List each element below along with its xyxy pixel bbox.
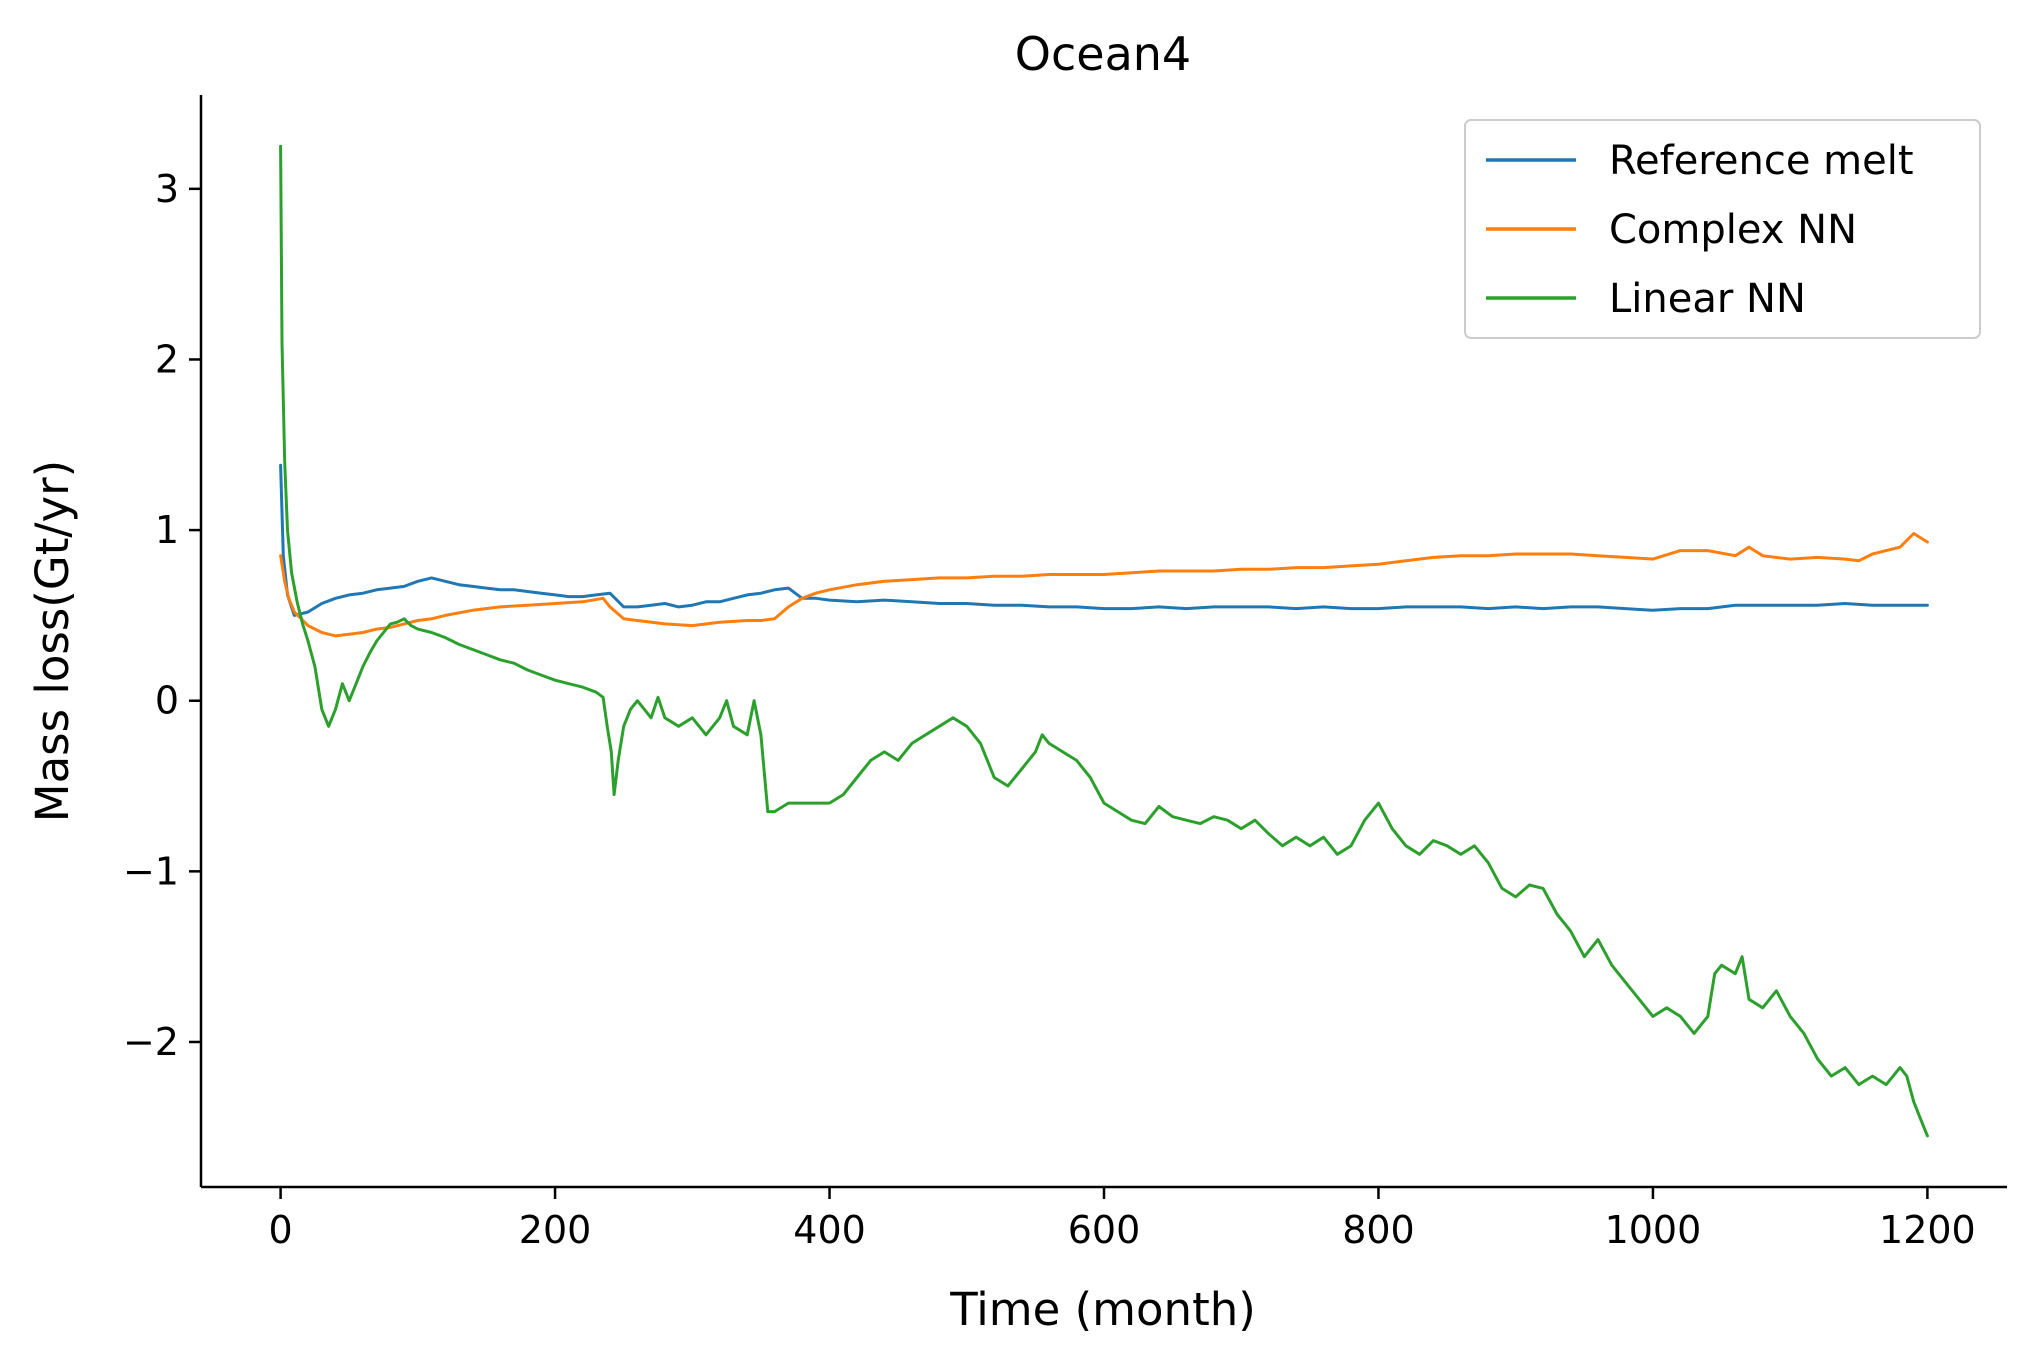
legend-label-1: Reference melt <box>1609 138 1914 184</box>
legend-label-2: Complex NN <box>1609 207 1857 253</box>
y-tick-label: 1 <box>155 508 179 552</box>
legend-frame <box>1464 119 1981 339</box>
y-axis-ticks: −2 −1 0 1 2 3 <box>123 167 201 1064</box>
x-tick-label: 200 <box>519 1208 592 1252</box>
y-tick-label: −1 <box>123 849 179 893</box>
legend-label-3: Linear NN <box>1609 276 1806 322</box>
y-axis-label: Mass loss(Gt/yr) <box>26 460 79 822</box>
y-tick-label: −2 <box>123 1020 179 1064</box>
x-tick-label: 600 <box>1068 1208 1141 1252</box>
x-tick-label: 400 <box>793 1208 866 1252</box>
series-layer <box>279 144 1929 1138</box>
series-line-1 <box>279 463 1929 617</box>
y-tick-label: 3 <box>155 167 179 211</box>
y-tick-label: 0 <box>155 679 179 723</box>
x-axis-ticks: 0 200 400 600 800 1000 1200 <box>269 1187 1976 1252</box>
x-tick-label: 800 <box>1342 1208 1415 1252</box>
series-line-3 <box>279 144 1929 1138</box>
legend: Reference melt Complex NN Linear NN <box>1464 119 1981 339</box>
x-tick-label: 0 <box>269 1208 293 1252</box>
x-axis-label: Time (month) <box>949 1283 1256 1336</box>
y-tick-label: 2 <box>155 337 179 381</box>
x-tick-label: 1200 <box>1879 1208 1976 1252</box>
x-tick-label: 1000 <box>1605 1208 1702 1252</box>
chart-title: Ocean4 <box>1015 27 1191 81</box>
series-line-2 <box>279 532 1929 638</box>
